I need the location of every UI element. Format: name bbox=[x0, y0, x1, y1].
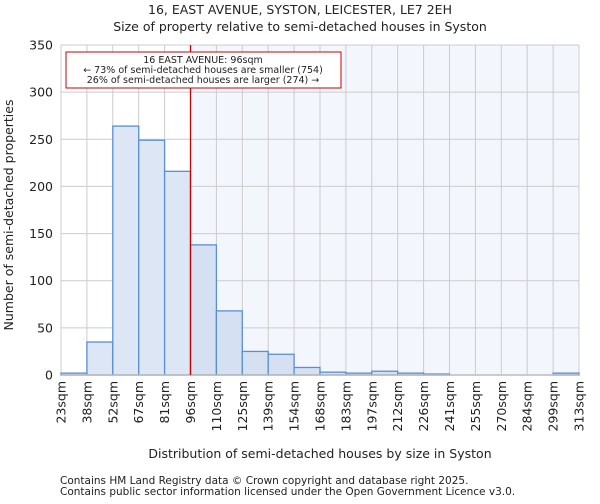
x-tick-label: 255sqm bbox=[468, 381, 483, 431]
histogram-bar bbox=[86, 341, 114, 376]
x-tick-label: 52sqm bbox=[105, 381, 120, 424]
highlight-region bbox=[190, 45, 579, 375]
x-tick-label: 81sqm bbox=[157, 381, 172, 424]
y-tick-label: 0 bbox=[45, 368, 53, 383]
x-tick-label: 38sqm bbox=[79, 381, 94, 424]
x-tick-label: 197sqm bbox=[364, 381, 379, 431]
x-tick-label: 270sqm bbox=[494, 381, 509, 431]
x-tick-label: 96sqm bbox=[183, 381, 198, 424]
x-tick-label: 139sqm bbox=[261, 381, 276, 431]
x-tick-label: 313sqm bbox=[572, 381, 587, 431]
y-tick-label: 300 bbox=[29, 85, 53, 100]
x-tick-label: 168sqm bbox=[313, 381, 328, 431]
annotation-line-2: ← 73% of semi-detached houses are smalle… bbox=[83, 65, 323, 76]
y-axis-label: Number of semi-detached properties bbox=[1, 100, 16, 331]
histogram-bar bbox=[267, 353, 295, 376]
x-tick-label: 23sqm bbox=[54, 381, 69, 424]
histogram-bar bbox=[112, 125, 140, 376]
chart-title: 16, EAST AVENUE, SYSTON, LEICESTER, LE7 … bbox=[148, 2, 452, 17]
histogram-bar bbox=[293, 366, 321, 376]
y-tick-label: 350 bbox=[29, 38, 53, 53]
y-tick-label: 150 bbox=[29, 226, 53, 241]
y-tick-label: 100 bbox=[29, 273, 53, 288]
x-tick-label: 125sqm bbox=[235, 381, 250, 431]
y-tick-label: 250 bbox=[29, 132, 53, 147]
x-tick-label: 67sqm bbox=[131, 381, 146, 424]
histogram-bar bbox=[241, 350, 269, 376]
histogram-bar bbox=[215, 310, 243, 376]
x-tick-label: 110sqm bbox=[209, 381, 224, 431]
annotation-box bbox=[65, 51, 342, 89]
histogram-bar bbox=[138, 139, 166, 376]
x-tick-label: 241sqm bbox=[442, 381, 457, 431]
annotation-line-1: 16 EAST AVENUE: 96sqm bbox=[143, 55, 262, 66]
y-tick-label: 50 bbox=[37, 320, 53, 335]
x-tick-label: 154sqm bbox=[287, 381, 302, 431]
histogram-bar bbox=[163, 170, 192, 376]
x-axis-label: Distribution of semi-detached houses by … bbox=[148, 446, 491, 461]
footer-line-2: Contains public sector information licen… bbox=[60, 486, 515, 498]
histogram-bar bbox=[189, 244, 218, 376]
x-tick-label: 226sqm bbox=[416, 381, 431, 431]
x-tick-label: 183sqm bbox=[338, 381, 353, 431]
y-tick-label: 200 bbox=[29, 179, 53, 194]
footer-line-1: Contains HM Land Registry data © Crown c… bbox=[60, 475, 468, 487]
x-tick-label: 284sqm bbox=[520, 381, 535, 431]
x-tick-label: 299sqm bbox=[546, 381, 561, 431]
annotation-line-3: 26% of semi-detached houses are larger (… bbox=[87, 75, 320, 86]
x-tick-label: 212sqm bbox=[390, 381, 405, 431]
chart-subtitle: Size of property relative to semi-detach… bbox=[113, 19, 487, 34]
